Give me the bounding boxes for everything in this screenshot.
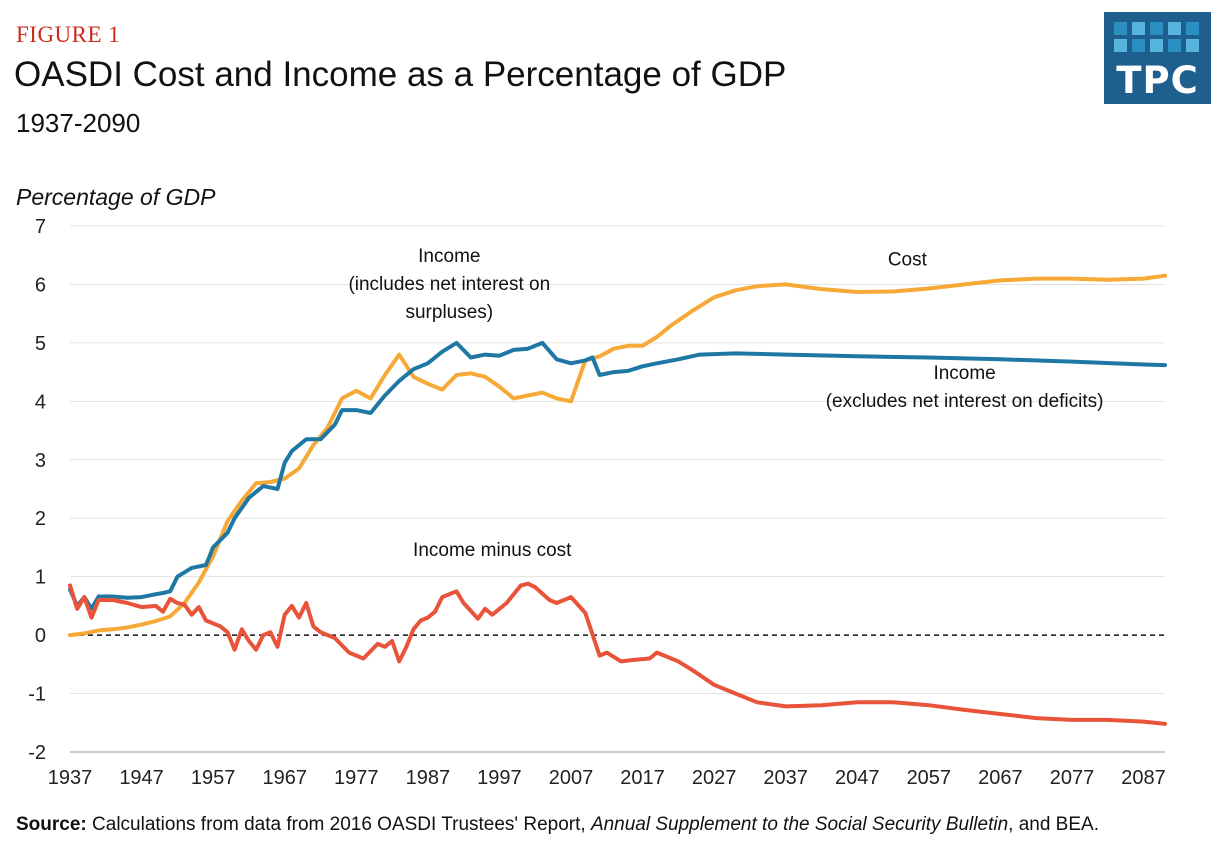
x-tick-label: 2057 <box>907 767 952 789</box>
y-tick-label: 6 <box>35 274 46 296</box>
x-tick-label: 1937 <box>48 767 93 789</box>
x-tick-label: 2037 <box>763 767 808 789</box>
logo-square <box>1132 22 1145 35</box>
logo-square <box>1150 22 1163 35</box>
x-tick-label: 2067 <box>978 767 1023 789</box>
x-tick-label: 1967 <box>262 767 307 789</box>
annotation-3: Income minus cost <box>413 540 572 561</box>
x-tick-label: 1947 <box>119 767 164 789</box>
x-tick-label: 1977 <box>334 767 379 789</box>
x-tick-label: 2087 <box>1121 767 1166 789</box>
series-line-0 <box>68 273 1167 638</box>
logo-square <box>1186 39 1199 52</box>
annotation-line: Income minus cost <box>413 540 572 561</box>
y-tick-label: 2 <box>35 508 46 530</box>
annotation-line: Income <box>418 246 480 267</box>
y-tick-label: -1 <box>28 684 46 706</box>
y-tick-label: 7 <box>35 216 46 238</box>
source-text-2: , and BEA. <box>1008 814 1099 835</box>
x-tick-label: 2027 <box>692 767 737 789</box>
x-tick-label: 1957 <box>191 767 236 789</box>
logo-square <box>1114 22 1127 35</box>
tpc-logo: TPC <box>1104 12 1211 104</box>
chart-title: OASDI Cost and Income as a Percentage of… <box>14 55 787 94</box>
source-note: Source: Calculations from data from 2016… <box>16 812 1196 838</box>
figure-label: FIGURE 1 <box>16 22 121 47</box>
logo-text: TPC <box>1116 59 1199 102</box>
y-axis-label: Percentage of GDP <box>16 184 216 210</box>
x-tick-label: 1987 <box>406 767 451 789</box>
x-tick-label: 2077 <box>1050 767 1095 789</box>
source-text-1: Calculations from data from 2016 OASDI T… <box>86 814 591 835</box>
annotation-line: Income <box>933 363 995 384</box>
logo-square <box>1114 39 1127 52</box>
x-tick-label: 2047 <box>835 767 880 789</box>
x-tick-label: 2007 <box>549 767 594 789</box>
y-tick-label: 0 <box>35 625 46 647</box>
logo-square <box>1186 22 1199 35</box>
source-italic: Annual Supplement to the Social Security… <box>590 814 1009 835</box>
series-line-2 <box>68 581 1167 726</box>
annotation-line: surpluses) <box>405 302 493 323</box>
y-tick-label: 4 <box>35 391 46 413</box>
y-tick-label: 1 <box>35 567 46 589</box>
y-tick-label: -2 <box>28 742 46 764</box>
y-tick-label: 3 <box>35 450 46 472</box>
annotation-1: Cost <box>888 250 928 271</box>
logo-square <box>1168 39 1181 52</box>
logo-square <box>1150 39 1163 52</box>
x-tick-label: 1997 <box>477 767 522 789</box>
chart-subtitle: 1937-2090 <box>16 108 141 138</box>
series-line-1 <box>68 340 1167 611</box>
annotation-0: Income (includes net interest on surpluses… <box>348 246 550 323</box>
annotation-line: Cost <box>888 250 928 271</box>
y-tick-label: 5 <box>35 333 46 355</box>
annotation-line: (excludes net interest on deficits) <box>826 391 1104 412</box>
line-chart: -2 -1 0 1 2 3 4 5 6 7 1937 1947 1957 1967 1977 1987 1997… <box>28 216 1167 789</box>
logo-square <box>1168 22 1181 35</box>
logo-square <box>1132 39 1145 52</box>
source-label: Source: <box>16 814 87 835</box>
x-tick-label: 2017 <box>620 767 665 789</box>
annotation-line: (includes net interest on <box>348 274 550 295</box>
annotation-2: Income (excludes net interest on deficits… <box>826 363 1104 412</box>
